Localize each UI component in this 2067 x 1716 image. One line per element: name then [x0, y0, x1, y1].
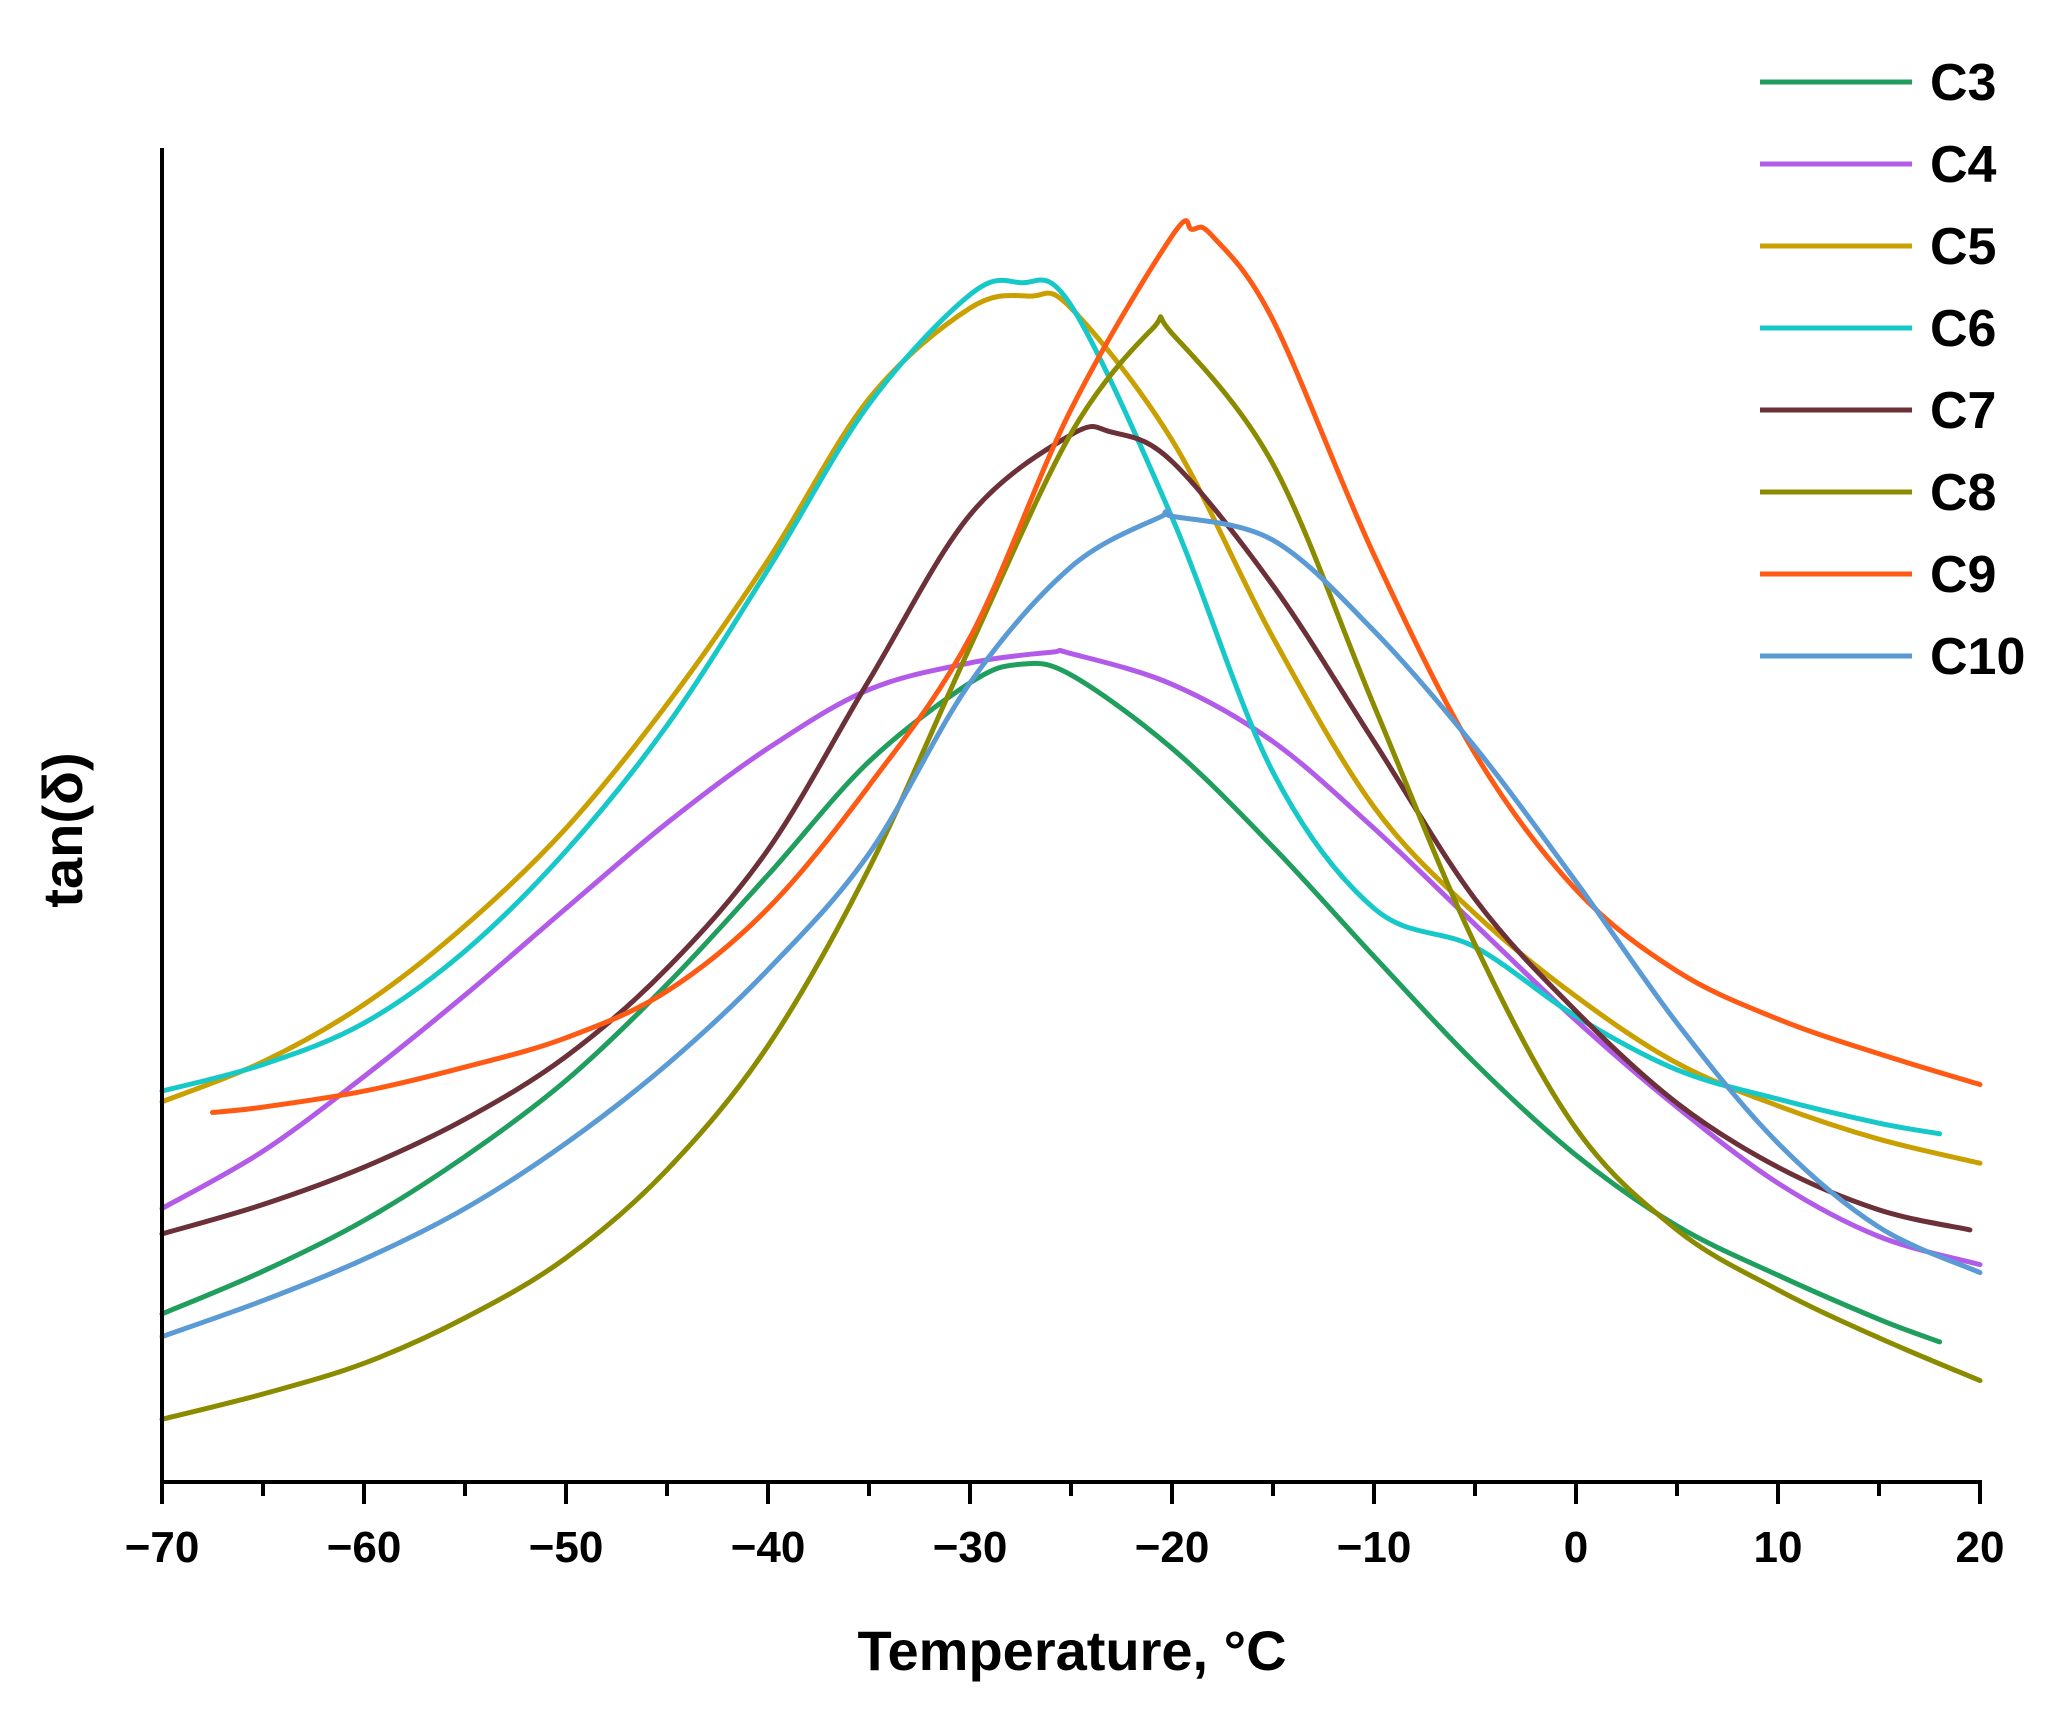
legend-label-c3: C3: [1930, 54, 1996, 112]
x-ticks: [160, 1482, 1982, 1504]
x-tick-label: 10: [1754, 1523, 1803, 1572]
legend-label-c9: C9: [1930, 546, 1996, 604]
y-axis-title: tan(δ): [31, 752, 94, 907]
legend-label-c5: C5: [1930, 218, 1996, 276]
x-tick-label: −70: [125, 1523, 200, 1572]
series-line-c9: [210, 218, 1983, 1115]
legend: C3 C4 C5 C6 C7 C8 C9 C10: [1760, 54, 2025, 686]
legend-label-c4: C4: [1930, 136, 1997, 194]
x-tick-label: 0: [1564, 1523, 1588, 1572]
x-tick-label: −20: [1135, 1523, 1210, 1572]
series-line-c8: [159, 314, 1983, 1422]
axes: [160, 148, 1982, 1484]
legend-label-c7: C7: [1930, 382, 1996, 440]
series-line-c10: [159, 508, 1983, 1340]
x-tick-label: 20: [1956, 1523, 2005, 1572]
legend-label-c6: C6: [1930, 300, 1996, 358]
series-line-c7: [159, 424, 1973, 1237]
plot-area: [159, 218, 1983, 1422]
x-tick-label: −40: [731, 1523, 806, 1572]
x-tick-label: −50: [529, 1523, 604, 1572]
series-line-c4: [159, 647, 1983, 1268]
x-tick-labels: −70 −60 −50 −40 −30 −20 −10 0 10 20: [125, 1523, 2005, 1572]
x-axis-title: Temperature, °C: [857, 1619, 1286, 1682]
x-tick-label: −60: [327, 1523, 402, 1572]
series-line-c6: [159, 277, 1943, 1137]
legend-label-c10: C10: [1930, 628, 2025, 686]
x-tick-label: −30: [933, 1523, 1008, 1572]
legend-label-c8: C8: [1930, 464, 1996, 522]
series-line-c5: [159, 290, 1983, 1166]
series-line-c3: [159, 660, 1943, 1345]
x-tick-label: −10: [1337, 1523, 1412, 1572]
